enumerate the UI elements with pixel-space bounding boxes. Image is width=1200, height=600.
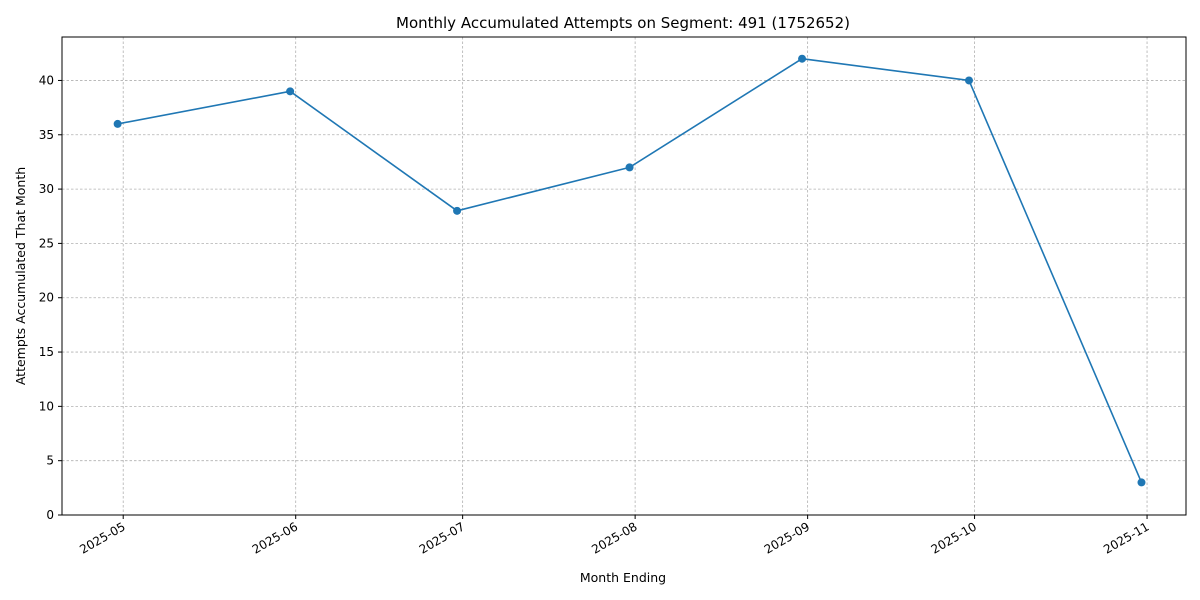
y-tick-label: 35 [39, 128, 54, 142]
data-point [964, 76, 973, 85]
data-point [625, 163, 634, 172]
data-point [1137, 478, 1146, 487]
data-point [113, 119, 122, 128]
y-tick-label: 0 [46, 508, 54, 522]
y-tick-label: 10 [39, 399, 54, 413]
y-tick-label: 15 [39, 345, 54, 359]
y-axis-label: Attempts Accumulated That Month [13, 167, 28, 385]
data-point [798, 54, 807, 63]
y-axis: 0 5 10 15 20 25 30 35 40 [39, 73, 62, 522]
y-tick-label: 30 [39, 182, 54, 196]
y-tick-label: 40 [39, 73, 54, 87]
data-point [286, 87, 295, 96]
y-tick-label: 25 [39, 236, 54, 250]
plot-frame [61, 36, 1187, 516]
y-tick-label: 20 [39, 291, 54, 305]
x-axis-label: Month Ending [580, 570, 666, 585]
grid [62, 37, 1186, 516]
series-layer [113, 54, 1146, 487]
y-tick-label: 5 [46, 454, 54, 468]
chart-title: Monthly Accumulated Attempts on Segment:… [396, 14, 850, 32]
data-point [453, 206, 462, 215]
